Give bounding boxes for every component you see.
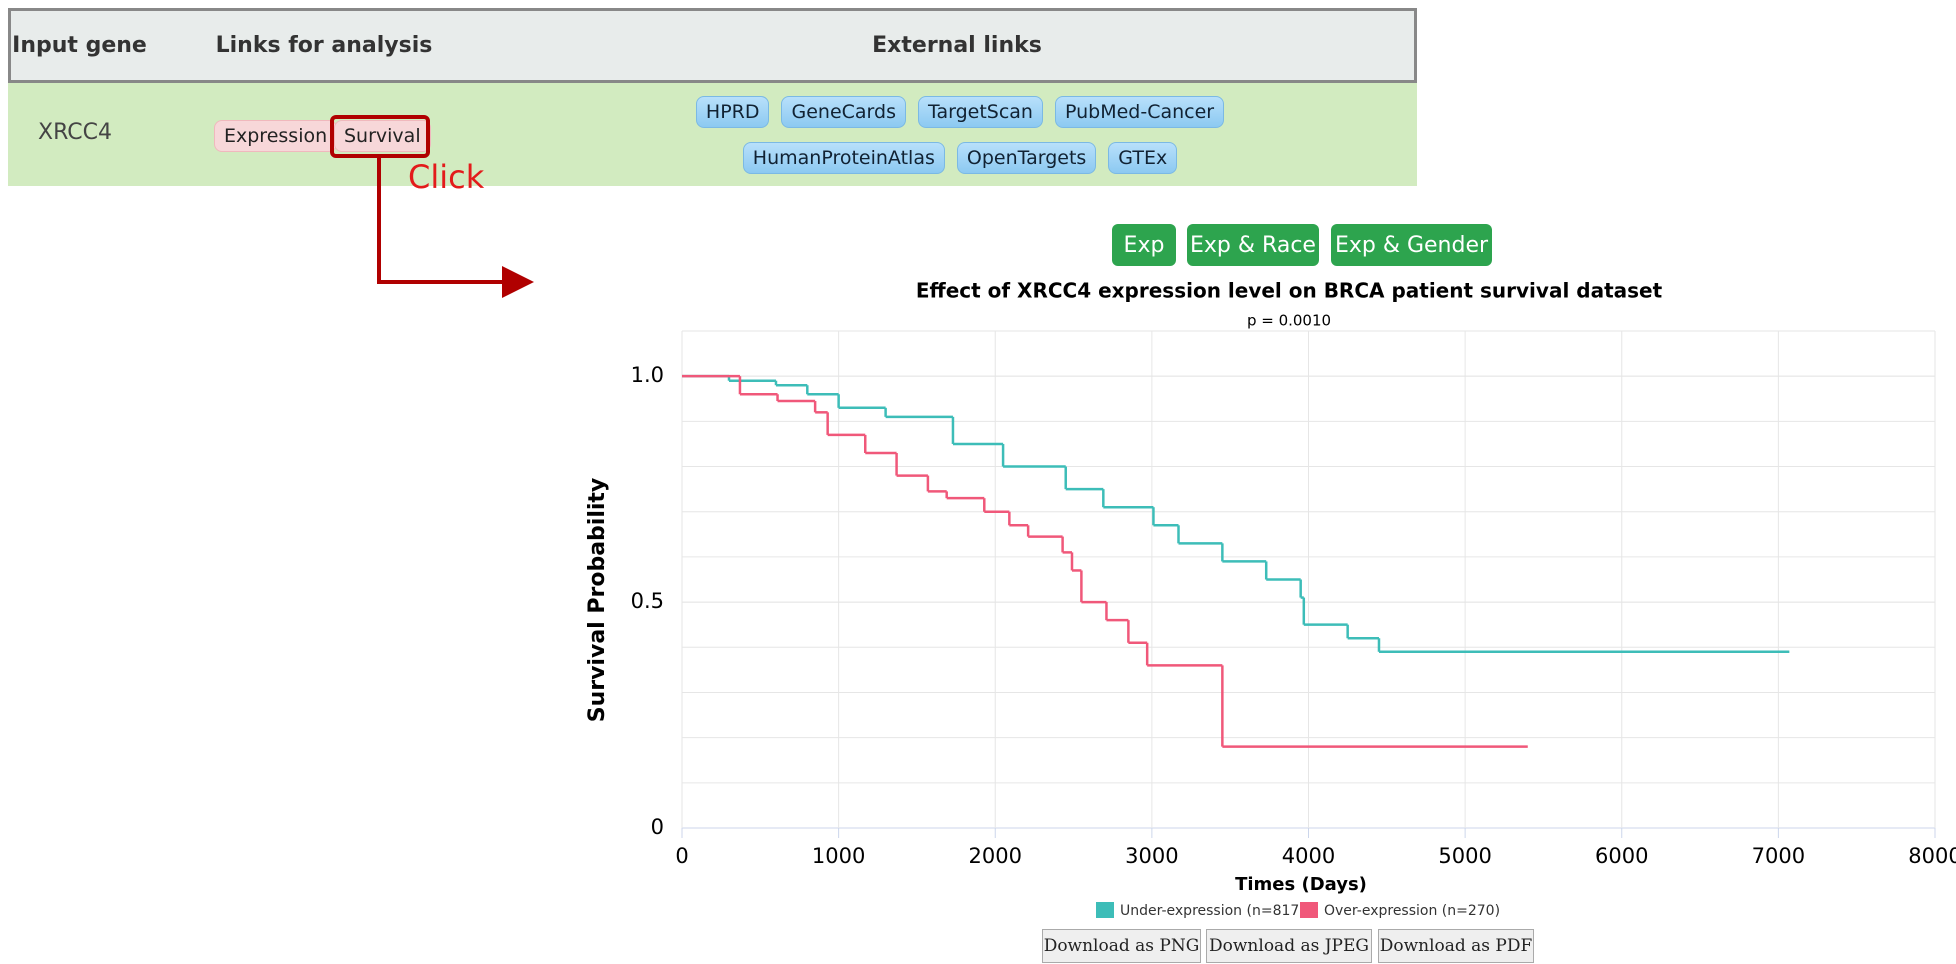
external-link[interactable]: GTEx xyxy=(1108,142,1178,174)
external-link[interactable]: PubMed-Cancer xyxy=(1054,96,1225,128)
x-axis-label: Times (Days) xyxy=(1235,874,1367,895)
x-tick-label: 4000 xyxy=(1282,844,1335,868)
header-cell: Links for analysis xyxy=(148,8,503,83)
chart-button[interactable]: Exp & Race xyxy=(1187,224,1319,266)
external-link[interactable]: TargetScan xyxy=(917,96,1043,128)
x-tick-label: 3000 xyxy=(1125,844,1178,868)
chart-title: Effect of XRCC4 expression level on BRCA… xyxy=(916,279,1663,303)
x-tick-label: 7000 xyxy=(1752,844,1805,868)
x-tick-label: 8000 xyxy=(1908,844,1956,868)
download-button[interactable]: Download as PDF xyxy=(1378,929,1534,963)
header-text: External links xyxy=(872,33,1042,58)
gene-name: XRCC4 xyxy=(38,120,112,145)
header-cell: Input gene xyxy=(8,8,151,83)
y-tick-label: 0 xyxy=(651,815,664,839)
y-axis-label: Survival Probability xyxy=(585,478,610,723)
legend-label[interactable]: Over-expression (n=270) xyxy=(1324,903,1500,919)
x-tick-label: 2000 xyxy=(969,844,1022,868)
external-links: HPRD GeneCards TargetScan PubMed-Cancer Huma… xyxy=(620,96,1300,174)
legend-swatch xyxy=(1096,902,1114,918)
external-link[interactable]: OpenTargets xyxy=(956,142,1097,174)
chart-button[interactable]: Exp & Gender xyxy=(1331,224,1492,266)
link-button[interactable]: Survival xyxy=(334,120,431,152)
external-link[interactable]: HumanProteinAtlas xyxy=(742,142,945,174)
header-text: Links for analysis xyxy=(215,33,433,58)
external-link[interactable]: HPRD xyxy=(695,96,770,128)
header-text: Input gene xyxy=(12,33,147,58)
x-tick-label: 0 xyxy=(675,844,688,868)
chart-button[interactable]: Exp xyxy=(1112,224,1176,266)
x-tick-label: 1000 xyxy=(812,844,865,868)
header-cell: External links xyxy=(500,8,1417,83)
legend-swatch xyxy=(1300,902,1318,918)
chart: Effect of XRCC4 expression level on BRCA… xyxy=(377,158,1956,919)
x-tick-label: 6000 xyxy=(1595,844,1648,868)
highlight-box xyxy=(330,115,430,158)
download-button[interactable]: Download as PNG xyxy=(1042,929,1201,963)
download-button[interactable]: Download as JPEG xyxy=(1206,929,1372,963)
y-tick-label: 0.5 xyxy=(631,589,664,613)
link-button[interactable]: Expression xyxy=(214,120,338,152)
external-link[interactable]: GeneCards xyxy=(781,96,906,128)
chart-subtitle: p = 0.0010 xyxy=(1247,312,1331,330)
arrow xyxy=(377,158,534,298)
y-tick-label: 1.0 xyxy=(631,363,664,387)
x-tick-label: 5000 xyxy=(1438,844,1491,868)
annotation: Click xyxy=(408,158,485,196)
legend-label[interactable]: Under-expression (n=817) xyxy=(1120,903,1305,919)
